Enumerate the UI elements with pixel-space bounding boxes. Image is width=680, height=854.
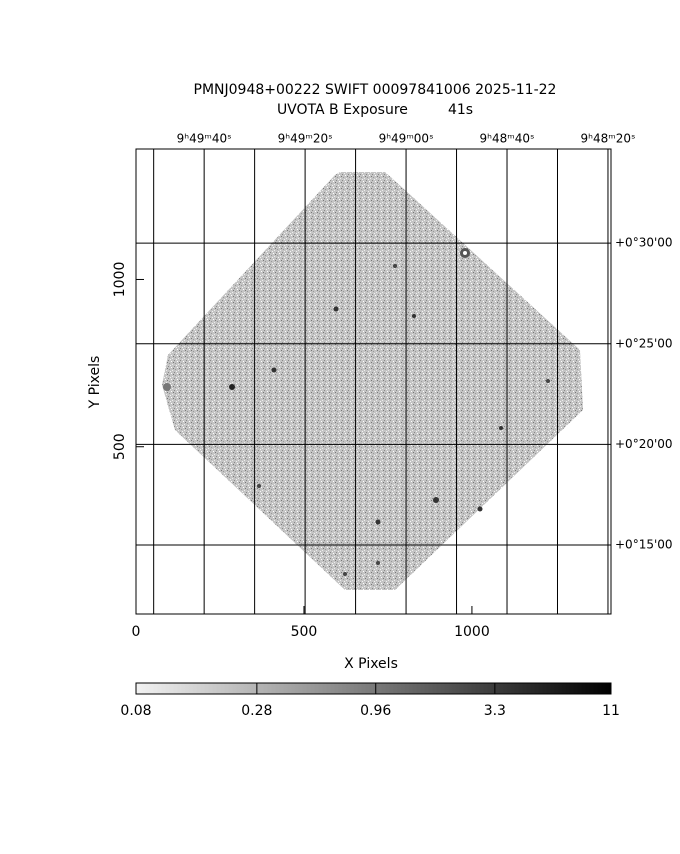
y2-tick-label: +0°20'00	[615, 437, 673, 451]
x-tick-label: 1000	[454, 624, 490, 640]
x2-tick-label: 9ʰ49ᵐ20ˢ	[278, 132, 333, 146]
y-axis-label: Y Pixels	[87, 356, 103, 410]
y2-tick-label: +0°15'00	[615, 537, 673, 551]
x2-tick-label: 9ʰ49ᵐ00ˢ	[379, 132, 434, 146]
y2-tick-label: +0°30'00	[615, 236, 673, 250]
colorbar-tick-label: 11	[602, 703, 620, 719]
colorbar-tick-label: 0.28	[241, 703, 272, 719]
x2-tick-label: 9ʰ48ᵐ40ˢ	[480, 132, 535, 146]
y-tick-label: 500	[112, 433, 128, 460]
y-tick-label: 1000	[112, 262, 128, 298]
colorbar	[135, 682, 612, 695]
x2-tick-label: 9ʰ49ᵐ40ˢ	[177, 132, 232, 146]
plot-frame	[135, 148, 612, 615]
x-tick-label: 500	[291, 624, 318, 640]
x-tick-label: 0	[132, 624, 141, 640]
colorbar-tick-label: 0.96	[360, 703, 391, 719]
colorbar-tick-label: 3.3	[484, 703, 506, 719]
chart-subtitle: UVOTA B Exposure 41s	[277, 102, 473, 118]
x2-tick-label: 9ʰ48ᵐ20ˢ	[580, 132, 635, 146]
x-axis-label: X Pixels	[344, 656, 398, 672]
exposure-image	[162, 172, 583, 590]
y2-tick-label: +0°25'00	[615, 336, 673, 350]
chart-title: PMNJ0948+00222 SWIFT 00097841006 2025-11…	[194, 82, 557, 98]
colorbar-tick-label: 0.08	[120, 703, 151, 719]
